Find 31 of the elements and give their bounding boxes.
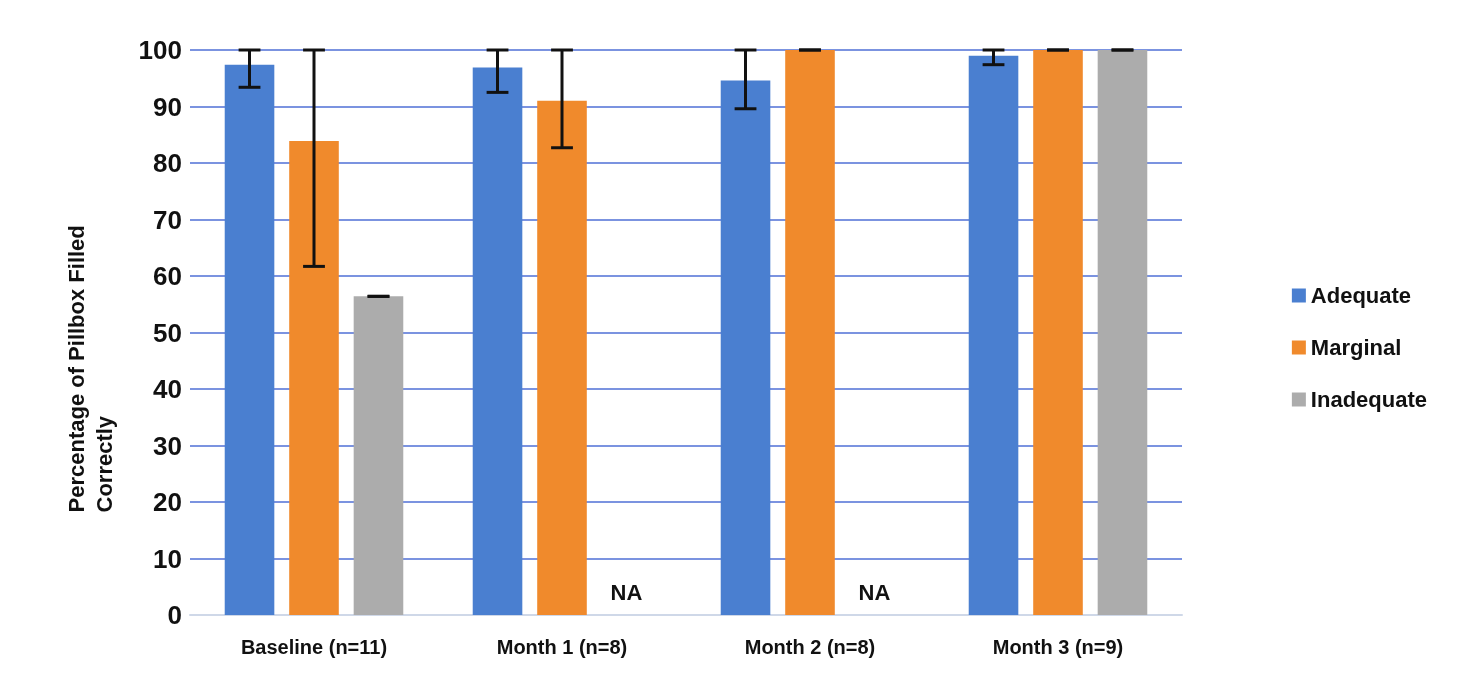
bar xyxy=(353,296,404,615)
x-tick-label: Month 3 (n=9) xyxy=(992,636,1124,658)
y-tick-label: 70 xyxy=(153,204,182,235)
x-tick-label: Month 1 (n=8) xyxy=(496,636,628,658)
bar xyxy=(1033,50,1083,615)
annotation: NA xyxy=(858,579,891,605)
y-tick-label: 30 xyxy=(153,430,182,461)
bar xyxy=(224,64,275,615)
x-tick-label: Baseline (n=11) xyxy=(240,636,388,658)
y-tick-label: 100 xyxy=(138,35,182,65)
bar xyxy=(968,55,1019,615)
y-tick-label: 20 xyxy=(153,487,182,517)
annotation: NA xyxy=(610,579,643,605)
y-tick-label: 60 xyxy=(153,261,182,291)
bar xyxy=(785,50,835,615)
bar xyxy=(1097,50,1148,615)
legend-label: Inadequate xyxy=(1310,387,1428,412)
y-tick-label: 40 xyxy=(153,374,182,404)
legend-label: Adequate xyxy=(1310,283,1412,308)
bar xyxy=(720,80,771,615)
y-tick-label: 50 xyxy=(153,317,182,348)
y-axis-title: Percentage of Pillbox Filled Correctly xyxy=(63,219,117,513)
x-tick-label: Month 2 (n=8) xyxy=(744,636,876,658)
y-tick-label: 0 xyxy=(167,600,182,630)
legend-label: Marginal xyxy=(1310,335,1402,360)
bar xyxy=(472,67,523,615)
bar xyxy=(289,140,339,615)
y-tick-label: 90 xyxy=(153,91,182,122)
y-tick-label: 10 xyxy=(153,543,182,574)
bar xyxy=(537,100,587,615)
y-tick-label: 80 xyxy=(153,148,182,178)
